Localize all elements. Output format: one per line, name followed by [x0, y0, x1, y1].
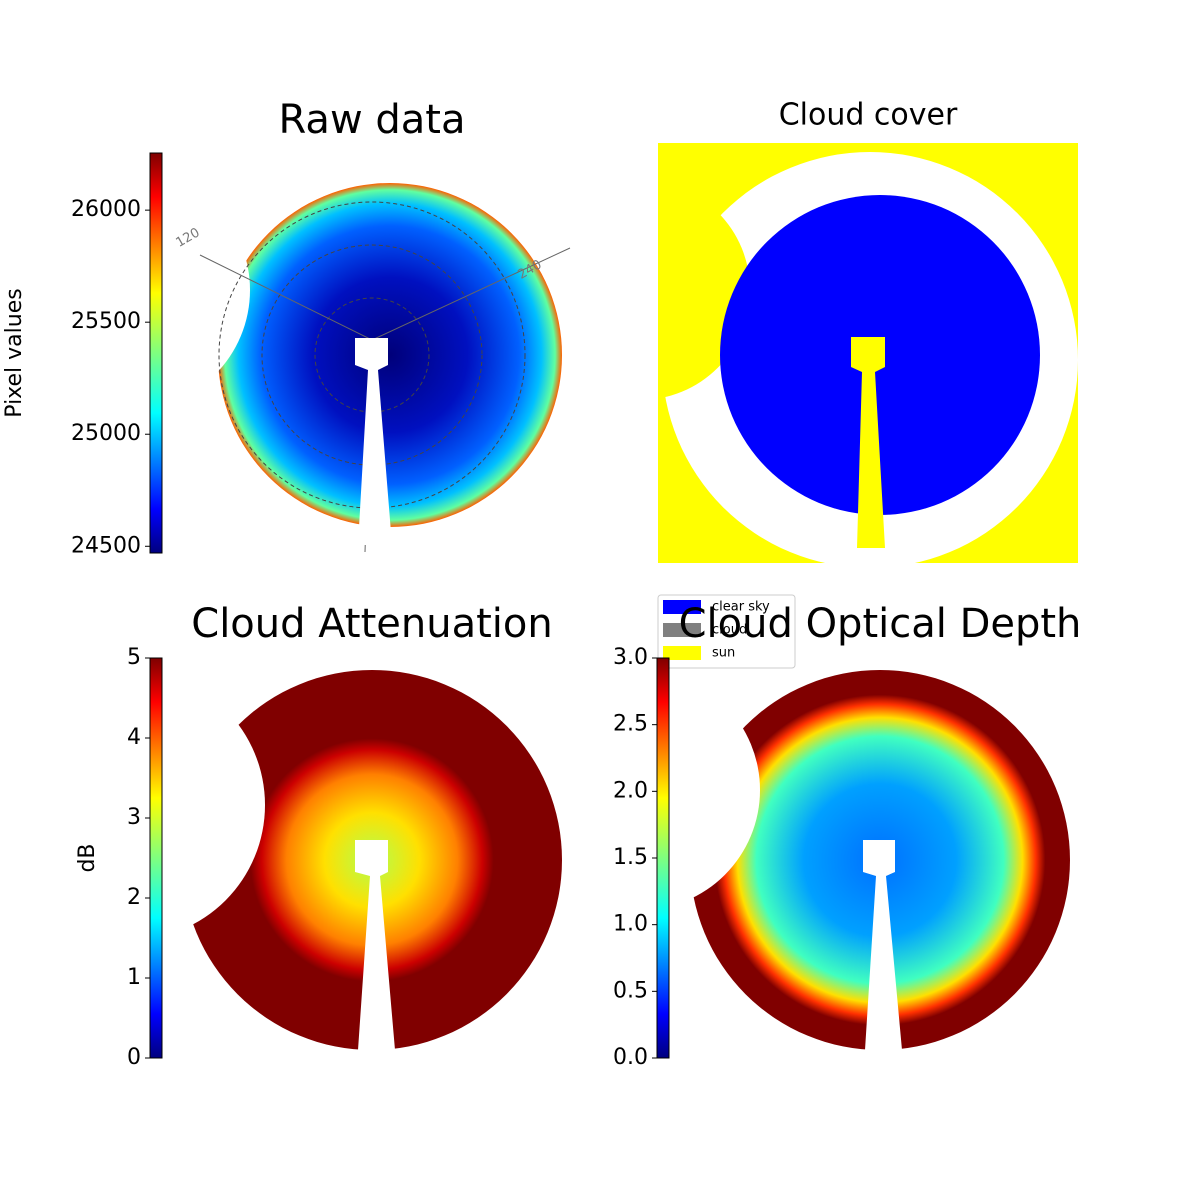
colorbar-tick-label: 1 [127, 965, 141, 990]
colorbar-tick-label: 0 [127, 1045, 141, 1070]
legend-swatch [663, 623, 701, 637]
colorbar-tick-label: 3.0 [613, 645, 648, 670]
colorbar-tick-label: 2.0 [613, 778, 648, 803]
legend-swatch [663, 646, 701, 660]
panel-title: Cloud cover [779, 98, 958, 133]
colorbar-tick-label: 0.0 [613, 1045, 648, 1070]
colorbar [149, 657, 163, 1059]
panel-title: Cloud Attenuation [191, 601, 552, 647]
colorbar-tick-label: 1.0 [613, 912, 648, 937]
panel-title: Cloud Optical Depth [679, 601, 1082, 647]
colorbar-tick-label: 3 [127, 805, 141, 830]
attenuation-image [182, 670, 562, 1050]
colorbar-tick-label: 5 [127, 645, 141, 670]
colorbar-tick-label: 2.5 [613, 712, 648, 737]
colorbar-tick-label: 2 [127, 885, 141, 910]
raw-image [199, 183, 571, 553]
colorbar-label: dB [75, 843, 100, 872]
legend-label: clear sky [712, 600, 770, 615]
colorbar-tick-label: 1.5 [613, 845, 648, 870]
colorbar-tick-label: 24500 [71, 533, 141, 558]
colorbar-tick-label: 4 [127, 725, 141, 750]
colorbar-label: Pixel values [2, 288, 27, 417]
colorbar-tick-label: 26000 [71, 197, 141, 222]
legend-swatch [663, 600, 701, 614]
colorbar-tick-label: 25500 [71, 309, 141, 334]
colorbar [656, 657, 670, 1059]
cloud-cover-image [658, 143, 1078, 568]
polar-label: 120 [173, 225, 202, 250]
colorbar [149, 152, 163, 554]
cod-image [690, 670, 1070, 1050]
legend-label: sun [712, 646, 735, 661]
panel-title: Raw data [279, 97, 466, 143]
colorbar-tick-label: 0.5 [613, 978, 648, 1003]
legend-label: cloud [712, 623, 747, 638]
colorbar-tick-label: 25000 [71, 421, 141, 446]
